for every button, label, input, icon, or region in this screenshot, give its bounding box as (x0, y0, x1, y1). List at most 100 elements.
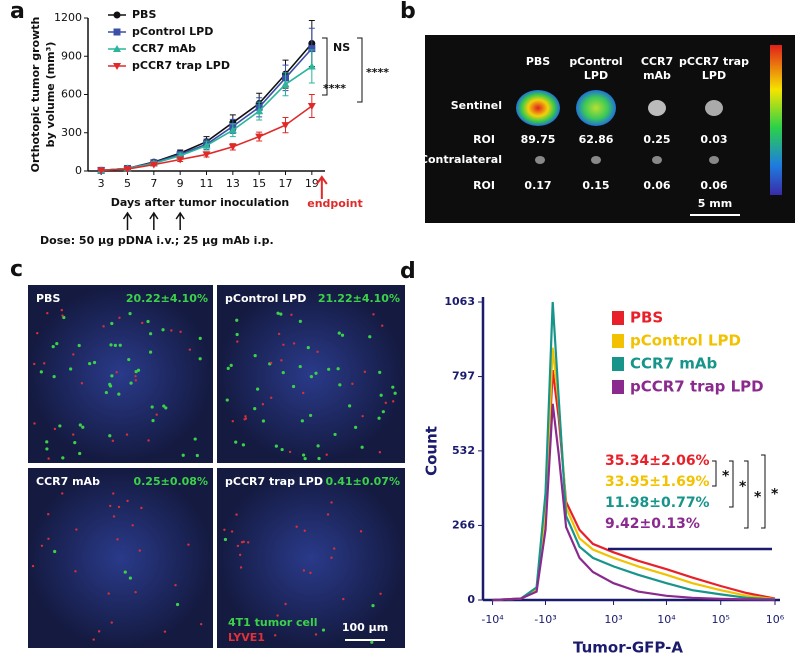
point (97, 167, 106, 175)
y-tick-label: 900 (61, 49, 82, 62)
bracket (322, 37, 328, 96)
vessel-dot (179, 330, 182, 334)
x-tick-label: 5 (124, 177, 131, 190)
y-tick-label: 532 (452, 444, 475, 457)
cell-dot (164, 406, 168, 410)
dose-arrow (122, 211, 133, 230)
vessel-dot (36, 331, 39, 335)
y-tick-label: 0 (75, 164, 82, 177)
cell-dot (108, 382, 112, 386)
cell-dot (368, 335, 372, 339)
legend-label: 4T1 tumor cell (228, 616, 318, 629)
significance: * (722, 469, 730, 485)
annotation: NS (333, 41, 350, 54)
cell-dot (129, 381, 133, 385)
vessel-dot (134, 590, 137, 594)
vessel-dot (40, 544, 44, 547)
vessel-dot (273, 634, 277, 637)
cell-dot (338, 383, 342, 387)
x-tick-label: 13 (226, 177, 240, 190)
vessel-dot (288, 450, 292, 454)
point (281, 122, 290, 130)
tile-percent: 20.22±4.10% (126, 292, 208, 305)
vessel-dot (134, 379, 138, 382)
panel-label: b (400, 0, 416, 24)
vessel-dot (378, 450, 382, 454)
vessel-dot (112, 492, 115, 495)
legend-label: CCR7 mAb (630, 355, 717, 373)
cell-dot (348, 404, 352, 408)
legend-swatch (612, 311, 624, 325)
endpoint-arrow (316, 175, 328, 199)
color-scale (770, 45, 782, 195)
cell-dot (371, 604, 375, 608)
vessel-dot (236, 340, 239, 343)
bracket (744, 460, 749, 529)
dose-arrow (175, 211, 185, 230)
legend-swatch (612, 380, 624, 394)
x-tick-label: -10³ (534, 613, 556, 626)
tile-percent: 0.25±0.08% (133, 475, 208, 488)
vessel-dot (97, 630, 101, 633)
cell-dot (253, 407, 257, 411)
column-header: pControl (569, 55, 622, 68)
cell-dot (336, 367, 340, 371)
cell-dot (379, 393, 383, 397)
cell-dot (81, 425, 85, 429)
percent-label: 33.95±1.69% (605, 474, 710, 490)
x-tick-label: 19 (305, 177, 319, 190)
cell-dot (223, 537, 228, 542)
significance: * (739, 479, 747, 495)
x-tick-label: 10⁶ (766, 613, 785, 626)
column-header: LPD (702, 69, 726, 82)
cell-dot (146, 319, 150, 324)
histogram-line (492, 403, 776, 602)
micrograph (217, 468, 405, 648)
vessel-dot (60, 308, 64, 312)
legend-label: pCCR7 trap LPD (132, 59, 230, 72)
y-tick-label: 266 (452, 518, 475, 531)
cell-dot (298, 364, 302, 369)
point (202, 151, 211, 159)
cell-dot (317, 456, 321, 461)
vessel-dot (282, 343, 285, 346)
x-tick-label: 10³ (604, 613, 622, 626)
cell-dot (195, 453, 199, 458)
point (176, 156, 185, 164)
y-tick-label: 797 (452, 370, 475, 383)
cell-dot (306, 345, 310, 350)
vessel-dot (92, 638, 95, 641)
point (123, 166, 132, 174)
micrograph (217, 285, 405, 463)
cell-dot (298, 319, 302, 323)
point (307, 102, 316, 110)
cell-dot (226, 366, 230, 370)
cell-dot (279, 312, 283, 316)
vessel-dot (155, 413, 158, 416)
point (255, 133, 264, 141)
cell-dot (253, 354, 257, 358)
tile-percent: 21.22±4.10% (318, 292, 400, 305)
cell-dot (92, 360, 97, 365)
cell-dot (316, 444, 320, 448)
vessel-dot (302, 621, 306, 625)
cell-dot (134, 370, 138, 374)
scale-label: 100 μm (342, 621, 388, 634)
signal-blob (591, 156, 601, 164)
cell-dot (198, 357, 202, 361)
vessel-dot (384, 401, 388, 405)
vessel-dot (246, 541, 250, 544)
significance: * (754, 490, 762, 506)
row-label: ROI (473, 133, 495, 146)
imaging-background (425, 35, 795, 223)
cell-dot (327, 367, 331, 371)
cell-dot (110, 374, 114, 378)
roi-value: 0.15 (582, 179, 609, 192)
vessel-dot (147, 439, 150, 442)
x-tick-label: 10⁴ (657, 613, 676, 626)
vessel-dot (126, 499, 129, 503)
bracket (357, 37, 363, 103)
y-tick-label: 300 (61, 126, 82, 139)
roi-value: 0.03 (700, 133, 727, 146)
